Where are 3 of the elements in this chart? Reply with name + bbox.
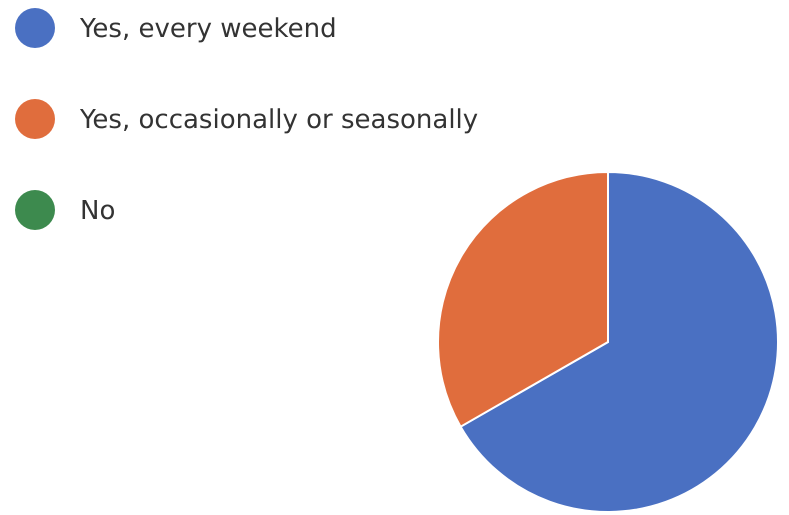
legend-label: Yes, occasionally or seasonally: [79, 105, 478, 136]
legend-label: Yes, every weekend: [79, 14, 337, 44]
legend-label: No: [80, 196, 116, 226]
